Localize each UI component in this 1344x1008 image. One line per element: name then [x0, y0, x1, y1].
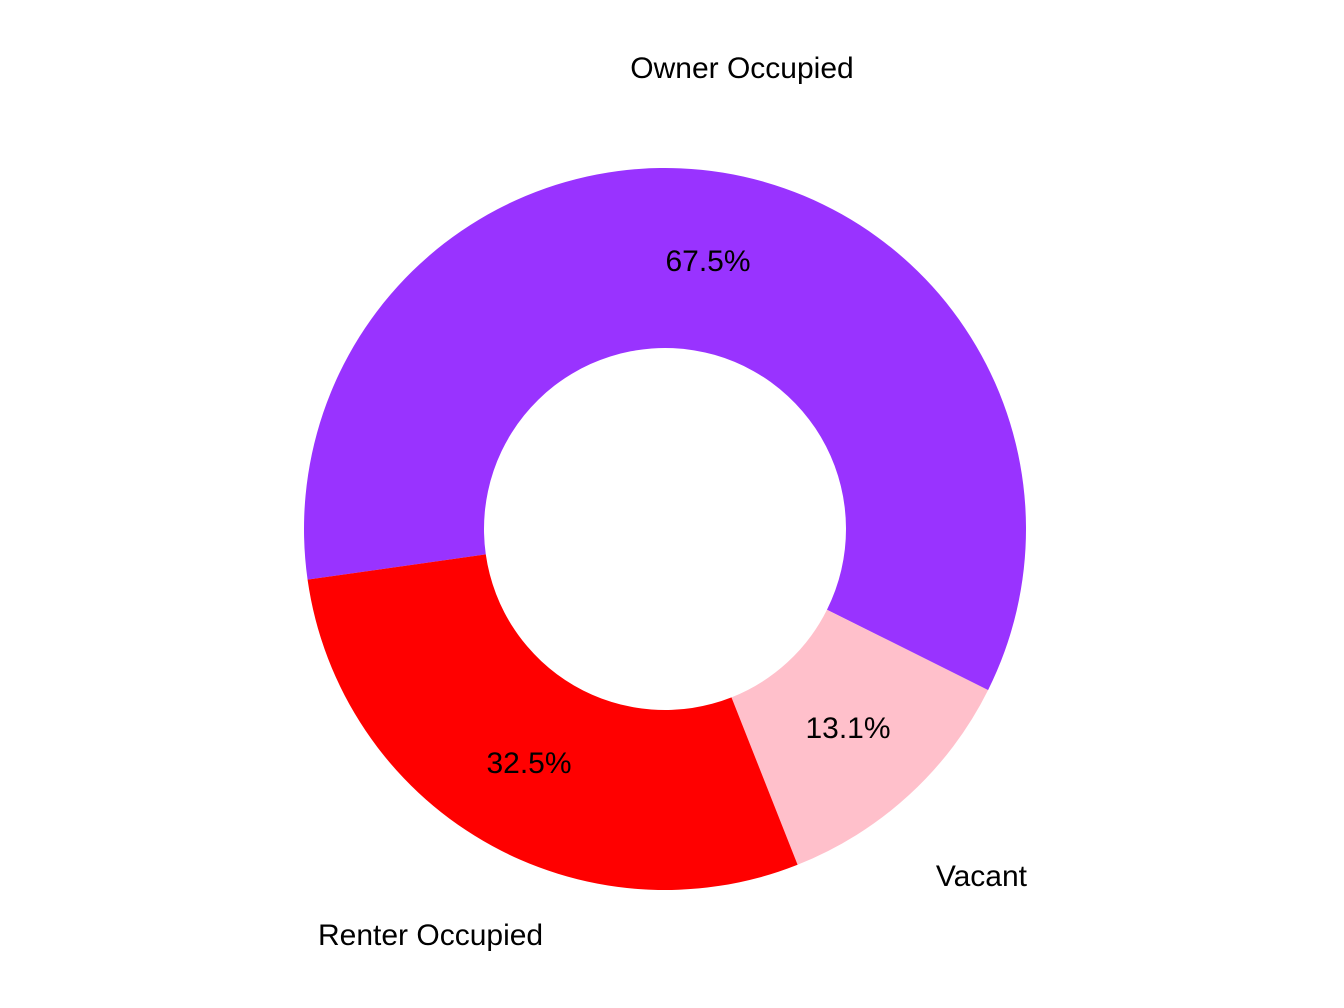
svg-text:32.5%: 32.5% [486, 747, 571, 780]
svg-text:67.5%: 67.5% [665, 245, 750, 278]
svg-text:13.1%: 13.1% [805, 712, 890, 745]
svg-text:Vacant: Vacant [936, 860, 1028, 893]
svg-text:Owner Occupied: Owner Occupied [630, 52, 853, 85]
svg-text:Renter Occupied: Renter Occupied [318, 919, 543, 952]
